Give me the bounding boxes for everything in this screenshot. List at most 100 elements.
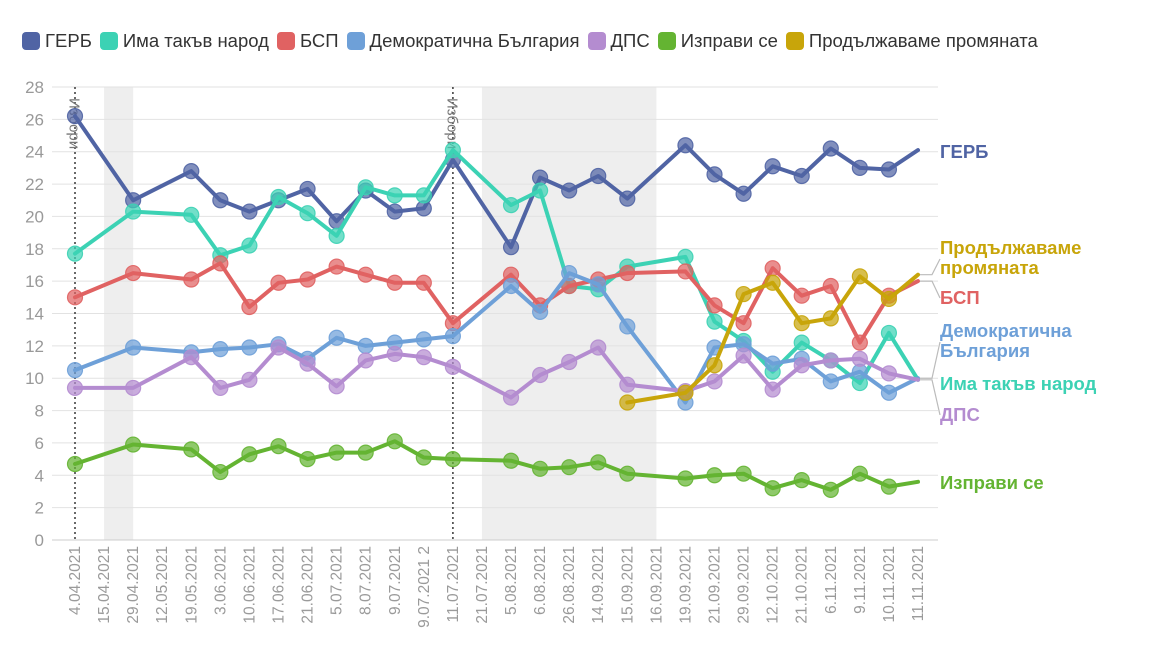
data-point[interactable] bbox=[764, 355, 781, 372]
data-point[interactable] bbox=[212, 255, 229, 272]
data-point[interactable] bbox=[183, 206, 200, 223]
data-point[interactable] bbox=[328, 258, 345, 275]
data-point[interactable] bbox=[880, 478, 898, 495]
data-point[interactable] bbox=[357, 266, 374, 283]
data-point[interactable] bbox=[619, 376, 636, 393]
data-point[interactable] bbox=[561, 264, 578, 282]
legend-item-6[interactable]: Продължаваме промяната bbox=[785, 30, 1038, 52]
data-point[interactable] bbox=[561, 182, 578, 199]
data-point[interactable] bbox=[822, 277, 839, 295]
data-point[interactable] bbox=[328, 444, 345, 461]
data-point[interactable] bbox=[793, 357, 810, 374]
data-point[interactable] bbox=[851, 465, 868, 482]
data-point[interactable] bbox=[212, 192, 229, 209]
data-point[interactable] bbox=[212, 379, 229, 397]
data-point[interactable] bbox=[212, 463, 229, 481]
data-point[interactable] bbox=[677, 248, 694, 265]
data-point[interactable] bbox=[357, 352, 374, 369]
legend-item-1[interactable]: Има такъв народ bbox=[99, 30, 269, 52]
data-point[interactable] bbox=[793, 287, 810, 304]
data-point[interactable] bbox=[386, 433, 403, 450]
data-point[interactable] bbox=[590, 276, 607, 293]
data-point[interactable] bbox=[880, 384, 898, 401]
data-point[interactable] bbox=[125, 436, 142, 453]
data-point[interactable] bbox=[532, 460, 549, 477]
data-point[interactable] bbox=[502, 452, 520, 469]
legend-item-5[interactable]: Изправи се bbox=[657, 30, 778, 52]
data-point[interactable] bbox=[502, 277, 520, 295]
data-point[interactable] bbox=[880, 324, 898, 342]
data-point[interactable] bbox=[706, 297, 723, 314]
data-point[interactable] bbox=[299, 451, 316, 468]
data-point[interactable] bbox=[66, 108, 84, 125]
data-point[interactable] bbox=[590, 167, 607, 185]
data-point[interactable] bbox=[822, 352, 839, 369]
data-point[interactable] bbox=[183, 271, 200, 288]
data-point[interactable] bbox=[386, 274, 403, 291]
data-point[interactable] bbox=[241, 339, 258, 356]
data-point[interactable] bbox=[561, 459, 578, 476]
data-point[interactable] bbox=[270, 438, 287, 455]
data-point[interactable] bbox=[183, 349, 200, 366]
data-point[interactable] bbox=[444, 358, 461, 375]
data-point[interactable] bbox=[619, 394, 636, 411]
data-point[interactable] bbox=[502, 239, 520, 256]
data-point[interactable] bbox=[793, 315, 810, 332]
data-point[interactable] bbox=[706, 313, 723, 330]
data-point[interactable] bbox=[444, 451, 461, 468]
data-point[interactable] bbox=[880, 161, 898, 178]
data-point[interactable] bbox=[444, 141, 461, 159]
data-point[interactable] bbox=[125, 339, 142, 356]
data-point[interactable] bbox=[706, 373, 723, 390]
data-point[interactable] bbox=[793, 167, 810, 185]
data-point[interactable] bbox=[851, 350, 868, 367]
data-point[interactable] bbox=[183, 163, 200, 180]
data-point[interactable] bbox=[299, 271, 316, 288]
data-point[interactable] bbox=[386, 187, 403, 204]
data-point[interactable] bbox=[241, 446, 258, 463]
data-point[interactable] bbox=[764, 158, 781, 175]
data-point[interactable] bbox=[125, 264, 142, 282]
data-point[interactable] bbox=[415, 349, 432, 366]
data-point[interactable] bbox=[241, 298, 258, 316]
data-point[interactable] bbox=[532, 182, 549, 199]
data-point[interactable] bbox=[735, 285, 752, 303]
data-point[interactable] bbox=[270, 188, 287, 206]
data-point[interactable] bbox=[880, 365, 898, 382]
data-point[interactable] bbox=[66, 379, 84, 397]
data-point[interactable] bbox=[706, 357, 723, 374]
legend-item-3[interactable]: Демократична България bbox=[346, 30, 580, 52]
data-point[interactable] bbox=[851, 334, 868, 351]
data-point[interactable] bbox=[125, 203, 142, 220]
legend-item-4[interactable]: ДПС bbox=[587, 30, 650, 52]
data-point[interactable] bbox=[66, 455, 84, 473]
data-point[interactable] bbox=[415, 274, 432, 291]
data-point[interactable] bbox=[270, 274, 287, 291]
data-point[interactable] bbox=[677, 470, 694, 487]
data-point[interactable] bbox=[532, 303, 549, 320]
data-point[interactable] bbox=[357, 337, 374, 354]
data-point[interactable] bbox=[66, 245, 84, 262]
data-point[interactable] bbox=[386, 345, 403, 363]
data-point[interactable] bbox=[619, 190, 636, 207]
data-point[interactable] bbox=[532, 366, 549, 384]
data-point[interactable] bbox=[415, 187, 432, 204]
data-point[interactable] bbox=[66, 289, 84, 306]
data-point[interactable] bbox=[677, 137, 694, 154]
data-point[interactable] bbox=[415, 331, 432, 348]
data-point[interactable] bbox=[502, 197, 520, 214]
data-point[interactable] bbox=[328, 227, 345, 244]
data-point[interactable] bbox=[561, 353, 578, 371]
data-point[interactable] bbox=[735, 465, 752, 482]
data-point[interactable] bbox=[328, 329, 345, 346]
legend-item-0[interactable]: ГЕРБ bbox=[22, 30, 92, 52]
data-point[interactable] bbox=[619, 318, 636, 335]
data-point[interactable] bbox=[764, 260, 781, 277]
data-point[interactable] bbox=[735, 185, 752, 202]
data-point[interactable] bbox=[880, 290, 898, 308]
data-point[interactable] bbox=[590, 339, 607, 356]
data-point[interactable] bbox=[851, 159, 868, 176]
data-point[interactable] bbox=[706, 467, 723, 484]
data-point[interactable] bbox=[822, 310, 839, 327]
data-point[interactable] bbox=[357, 444, 374, 461]
